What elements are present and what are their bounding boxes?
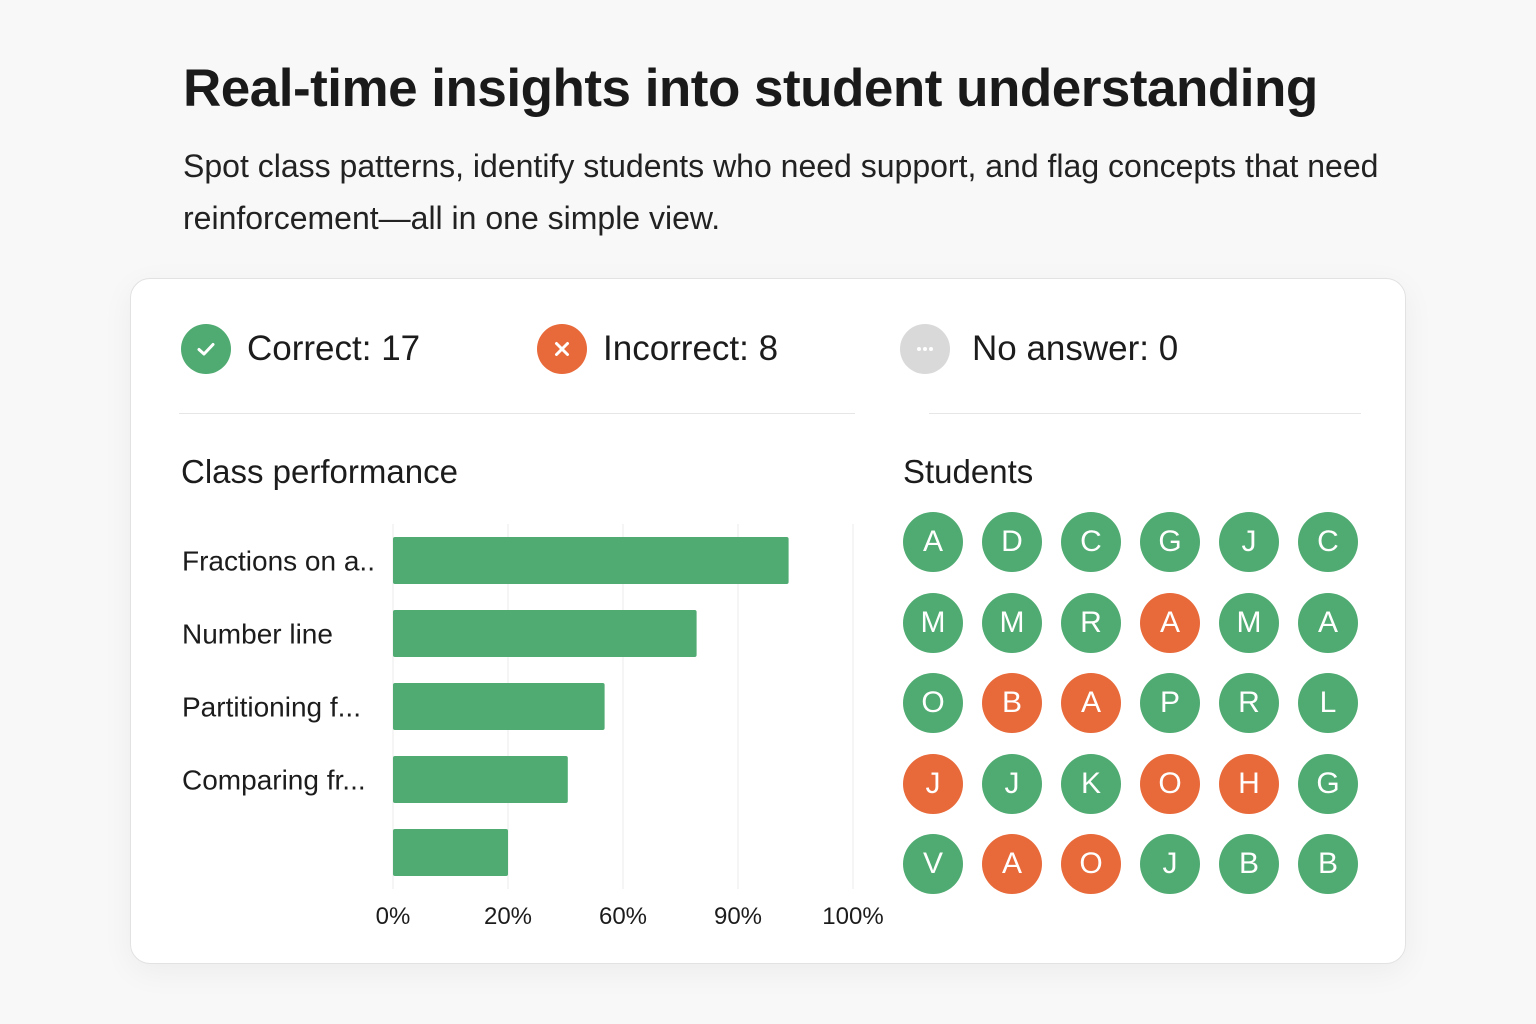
- student-avatar[interactable]: J: [1219, 512, 1279, 572]
- student-avatar[interactable]: R: [1219, 673, 1279, 733]
- student-avatar[interactable]: O: [1140, 753, 1200, 814]
- student-avatar[interactable]: M: [903, 592, 963, 653]
- x-tick-label: 60%: [599, 903, 647, 930]
- no-answer-count: No answer: 0: [972, 329, 1179, 368]
- student-avatar[interactable]: K: [1061, 753, 1121, 814]
- student-avatar[interactable]: J: [1140, 834, 1200, 894]
- incorrect-summary: Incorrect: 8: [537, 324, 778, 374]
- incorrect-count: Incorrect: 8: [603, 329, 779, 368]
- student-avatar[interactable]: A: [1140, 592, 1200, 653]
- x-tick-label: 100%: [822, 903, 883, 930]
- student-avatar[interactable]: A: [903, 512, 963, 572]
- x-tick-label: 0%: [376, 903, 411, 930]
- student-avatar[interactable]: G: [1298, 753, 1358, 814]
- student-avatar[interactable]: D: [982, 512, 1042, 572]
- category-label: Number line: [182, 619, 333, 650]
- student-avatar[interactable]: P: [1140, 673, 1200, 733]
- student-avatar[interactable]: J: [982, 753, 1042, 814]
- student-avatar[interactable]: C: [1298, 512, 1358, 572]
- category-label: Partitioning f...: [182, 692, 361, 723]
- student-avatar[interactable]: A: [1061, 673, 1121, 733]
- divider-right: [929, 413, 1361, 414]
- correct-summary: Correct: 17: [181, 324, 420, 374]
- chart-bar: [393, 610, 697, 657]
- chart-bar: [393, 756, 568, 803]
- chart-bar: [393, 683, 605, 730]
- student-avatar[interactable]: G: [1140, 512, 1200, 572]
- student-avatar[interactable]: B: [1298, 834, 1358, 894]
- student-avatar[interactable]: A: [982, 834, 1042, 894]
- ellipsis-icon: [900, 324, 950, 374]
- category-label: Fractions on a..: [182, 546, 375, 577]
- student-avatar[interactable]: O: [1061, 834, 1121, 894]
- chart-bar: [393, 537, 789, 584]
- page-title: Real-time insights into student understa…: [183, 59, 1318, 118]
- x-icon: [537, 324, 587, 374]
- page-subtitle: Spot class patterns, identify students w…: [183, 148, 1379, 236]
- student-avatar[interactable]: A: [1298, 592, 1358, 653]
- student-avatar[interactable]: M: [1219, 592, 1279, 653]
- student-avatar[interactable]: B: [982, 673, 1042, 733]
- student-avatar[interactable]: H: [1219, 753, 1279, 814]
- no-answer-summary: No answer: 0: [900, 324, 1178, 374]
- student-avatar[interactable]: R: [1061, 592, 1121, 653]
- x-tick-label: 20%: [484, 903, 532, 930]
- student-avatar[interactable]: C: [1061, 512, 1121, 572]
- student-avatar[interactable]: O: [903, 673, 963, 733]
- correct-count: Correct: 17: [247, 329, 421, 368]
- check-icon: [181, 324, 231, 374]
- student-avatar[interactable]: B: [1219, 834, 1279, 894]
- student-avatar[interactable]: J: [903, 753, 963, 814]
- student-avatar[interactable]: V: [903, 834, 963, 894]
- students-title: Students: [903, 453, 1034, 490]
- category-label: Comparing fr...: [182, 765, 366, 796]
- chart-bar: [393, 829, 508, 876]
- insights-card: Correct: 17 Incorrect: 8 No answer: 0 Cl…: [130, 278, 1406, 964]
- divider-left: [179, 413, 855, 414]
- x-tick-label: 90%: [714, 903, 762, 930]
- student-avatar[interactable]: M: [982, 592, 1042, 653]
- student-avatar[interactable]: L: [1298, 673, 1358, 733]
- class-performance-chart: 0% 20% 60% 90% 100% Fractions on a.. Number li…: [182, 524, 884, 930]
- class-performance-title: Class performance: [181, 453, 458, 490]
